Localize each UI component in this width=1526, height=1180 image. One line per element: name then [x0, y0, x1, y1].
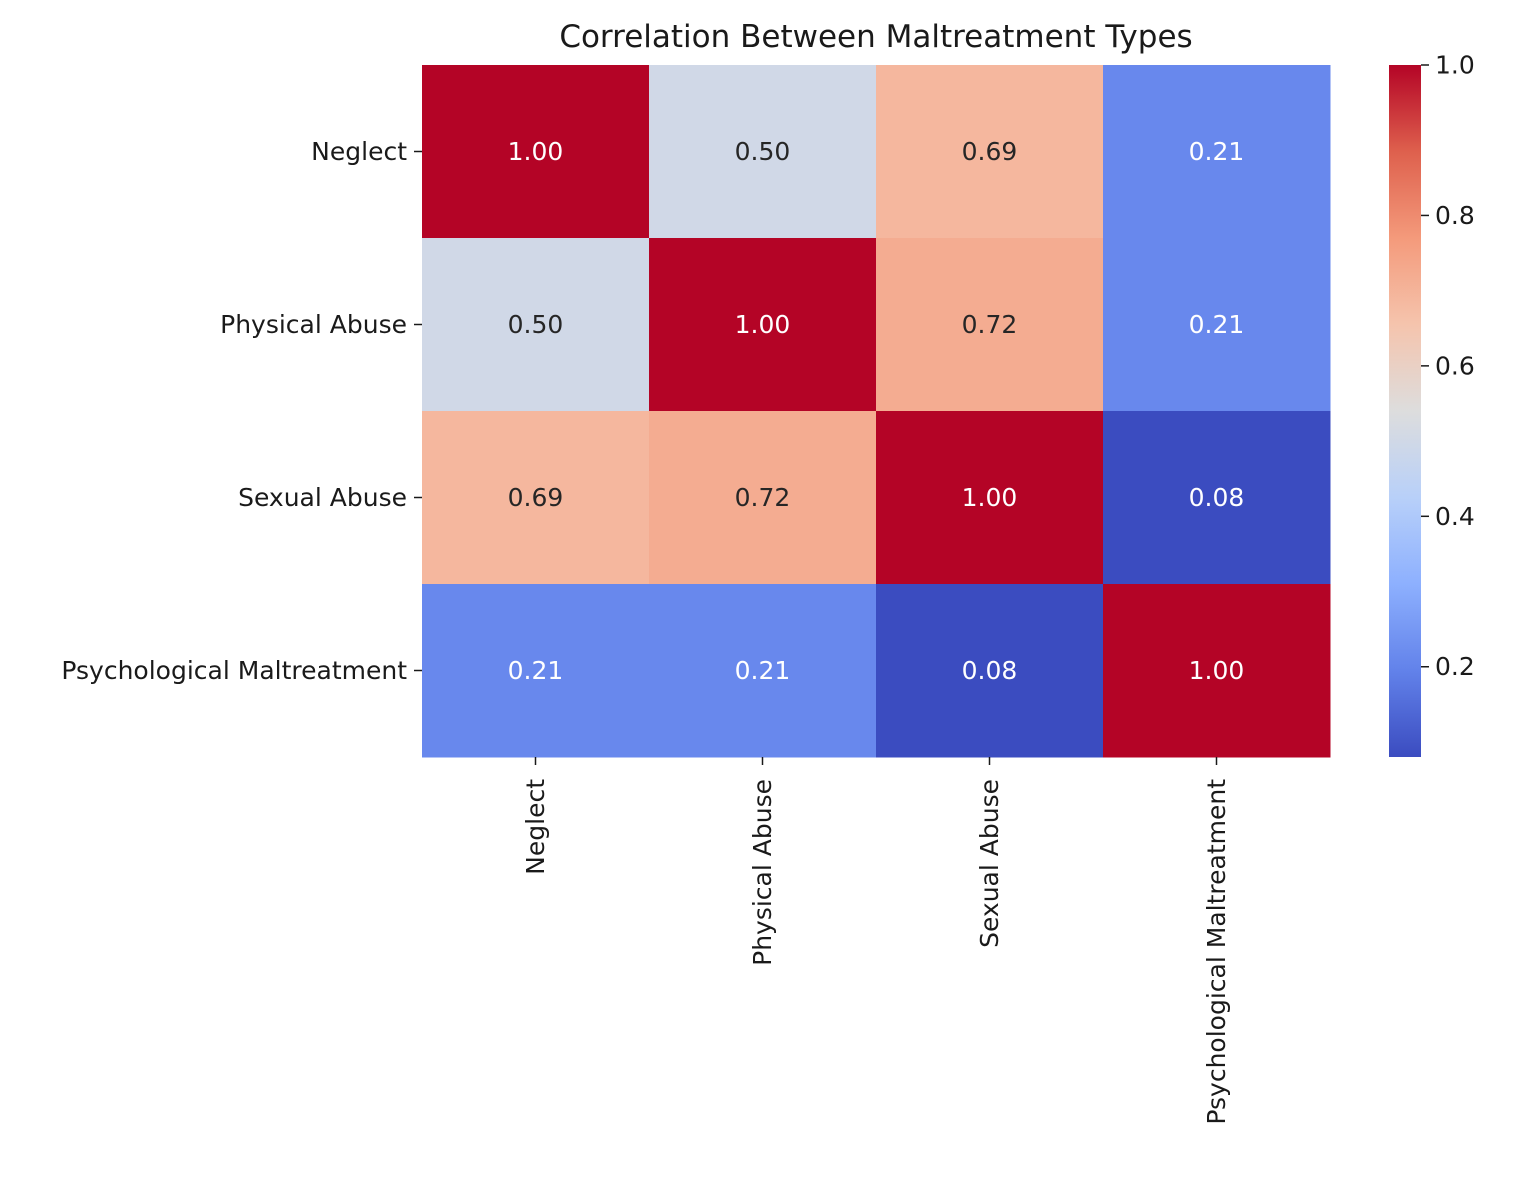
row-labels: Neglect Physical Abuse Sexual Abuse Psychol…: [61, 137, 422, 685]
heatmap-cell: [1103, 584, 1331, 758]
colorbar-tick-label: 0.2: [1435, 652, 1475, 681]
heatmap-cell: [1103, 411, 1331, 585]
cell-value-label: 0.72: [735, 483, 791, 512]
heatmap-cell: [422, 584, 650, 758]
colorbar-gradient: [1389, 65, 1421, 757]
heatmap-cell: [876, 65, 1104, 239]
cell-value-label: 0.21: [735, 656, 791, 685]
y-tick-label: Physical Abuse: [220, 310, 407, 339]
heatmap-cell: [876, 238, 1104, 412]
heatmap-cell: [876, 411, 1104, 585]
y-tick-label: Sexual Abuse: [238, 483, 407, 512]
heatmap-cells: 1.00 0.50 0.69 0.21 0.50 1.00 0.72 0.21 0.69 0.72…: [422, 65, 1331, 758]
heatmap-cell: [1103, 238, 1331, 412]
x-tick-label: Psychological Maltreatment: [1202, 779, 1231, 1125]
heatmap-cell: [649, 238, 877, 412]
cell-value-label: 0.21: [508, 656, 564, 685]
colorbar-tick-label: 0.4: [1435, 502, 1475, 531]
cell-value-label: 0.21: [1189, 137, 1245, 166]
cell-value-label: 0.69: [962, 137, 1018, 166]
heatmap-cell: [649, 65, 877, 239]
x-tick-label: Sexual Abuse: [975, 779, 1004, 948]
heatmap-cell: [422, 411, 650, 585]
colorbar-tick-label: 0.8: [1435, 201, 1475, 230]
y-tick-label: Psychological Maltreatment: [61, 656, 407, 685]
x-tick-label: Neglect: [521, 779, 550, 875]
cell-value-label: 1.00: [962, 483, 1018, 512]
cell-value-label: 1.00: [508, 137, 564, 166]
cell-value-label: 0.08: [1189, 483, 1245, 512]
colorbar-tick-label: 1.0: [1435, 51, 1475, 80]
heatmap-cell: [1103, 65, 1331, 239]
heatmap-cell: [876, 584, 1104, 758]
chart-title: Correlation Between Maltreatment Types: [559, 19, 1192, 55]
cell-value-label: 0.69: [508, 483, 564, 512]
heatmap-cell: [422, 238, 650, 412]
y-tick-label: Neglect: [311, 137, 407, 166]
colorbar: 0.2 0.4 0.6 0.8 1.0: [1389, 51, 1475, 757]
column-labels: Neglect Physical Abuse Sexual Abuse Psychol…: [521, 757, 1231, 1125]
heatmap-cell: [649, 411, 877, 585]
cell-value-label: 0.50: [508, 310, 564, 339]
cell-value-label: 0.08: [962, 656, 1018, 685]
cell-value-label: 1.00: [1189, 656, 1245, 685]
cell-value-label: 0.21: [1189, 310, 1245, 339]
heatmap-cell: [422, 65, 650, 239]
cell-value-label: 0.50: [735, 137, 791, 166]
colorbar-tick-label: 0.6: [1435, 351, 1475, 380]
x-tick-label: Physical Abuse: [748, 779, 777, 966]
heatmap-cell: [649, 584, 877, 758]
cell-value-label: 1.00: [735, 310, 791, 339]
cell-value-label: 0.72: [962, 310, 1018, 339]
